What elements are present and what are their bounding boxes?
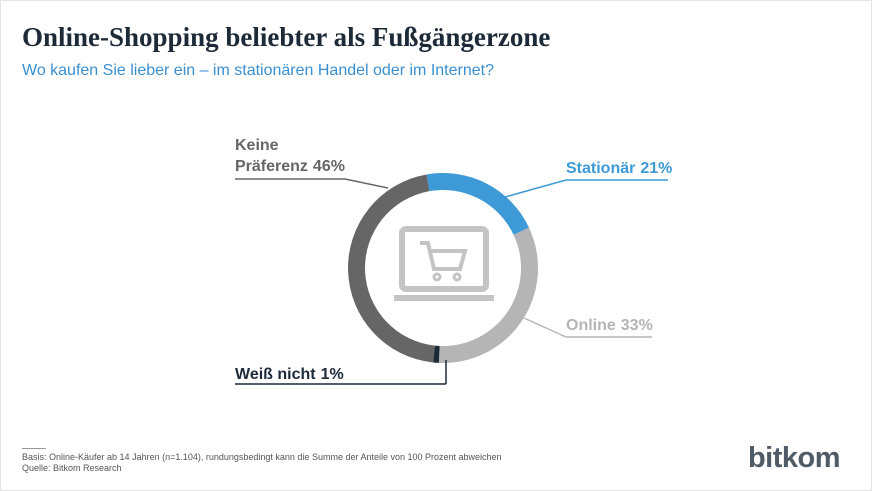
segment-label: Weiß nicht 1%	[235, 364, 344, 385]
category-label: Stationär	[566, 160, 636, 177]
donut-segment	[433, 345, 440, 363]
category-label: Keine Präferenz	[235, 137, 308, 175]
category-label: Online	[566, 317, 616, 334]
chart-subtitle: Wo kaufen Sie lieber ein – im stationäre…	[22, 62, 494, 79]
value-label: 46%	[312, 158, 345, 175]
donut-segment	[348, 174, 435, 363]
segment-label: Stationär 21%	[566, 158, 672, 179]
donut-segment	[426, 173, 529, 235]
footnote: Basis: Online-Käufer ab 14 Jahren (n=1.1…	[22, 452, 502, 462]
segment-label: Online 33%	[566, 315, 653, 336]
value-label: 1%	[320, 366, 344, 383]
value-label: 21%	[640, 160, 673, 177]
laptop-cart-icon	[394, 226, 494, 301]
footnote: Quelle: Bitkom Research	[22, 463, 122, 473]
logo: bitkom	[747, 442, 841, 474]
leader-line	[523, 317, 567, 338]
category-label: Weiß nicht	[235, 366, 316, 383]
leader-line	[344, 178, 389, 189]
donut-segment	[438, 227, 538, 363]
note-rule	[22, 448, 46, 449]
chart-title: Online-Shopping beliebter als Fußgängerz…	[22, 22, 551, 52]
value-label: 33%	[620, 317, 653, 334]
leader-line	[504, 179, 567, 198]
segment-label: Keine Präferenz 46%	[235, 135, 353, 177]
